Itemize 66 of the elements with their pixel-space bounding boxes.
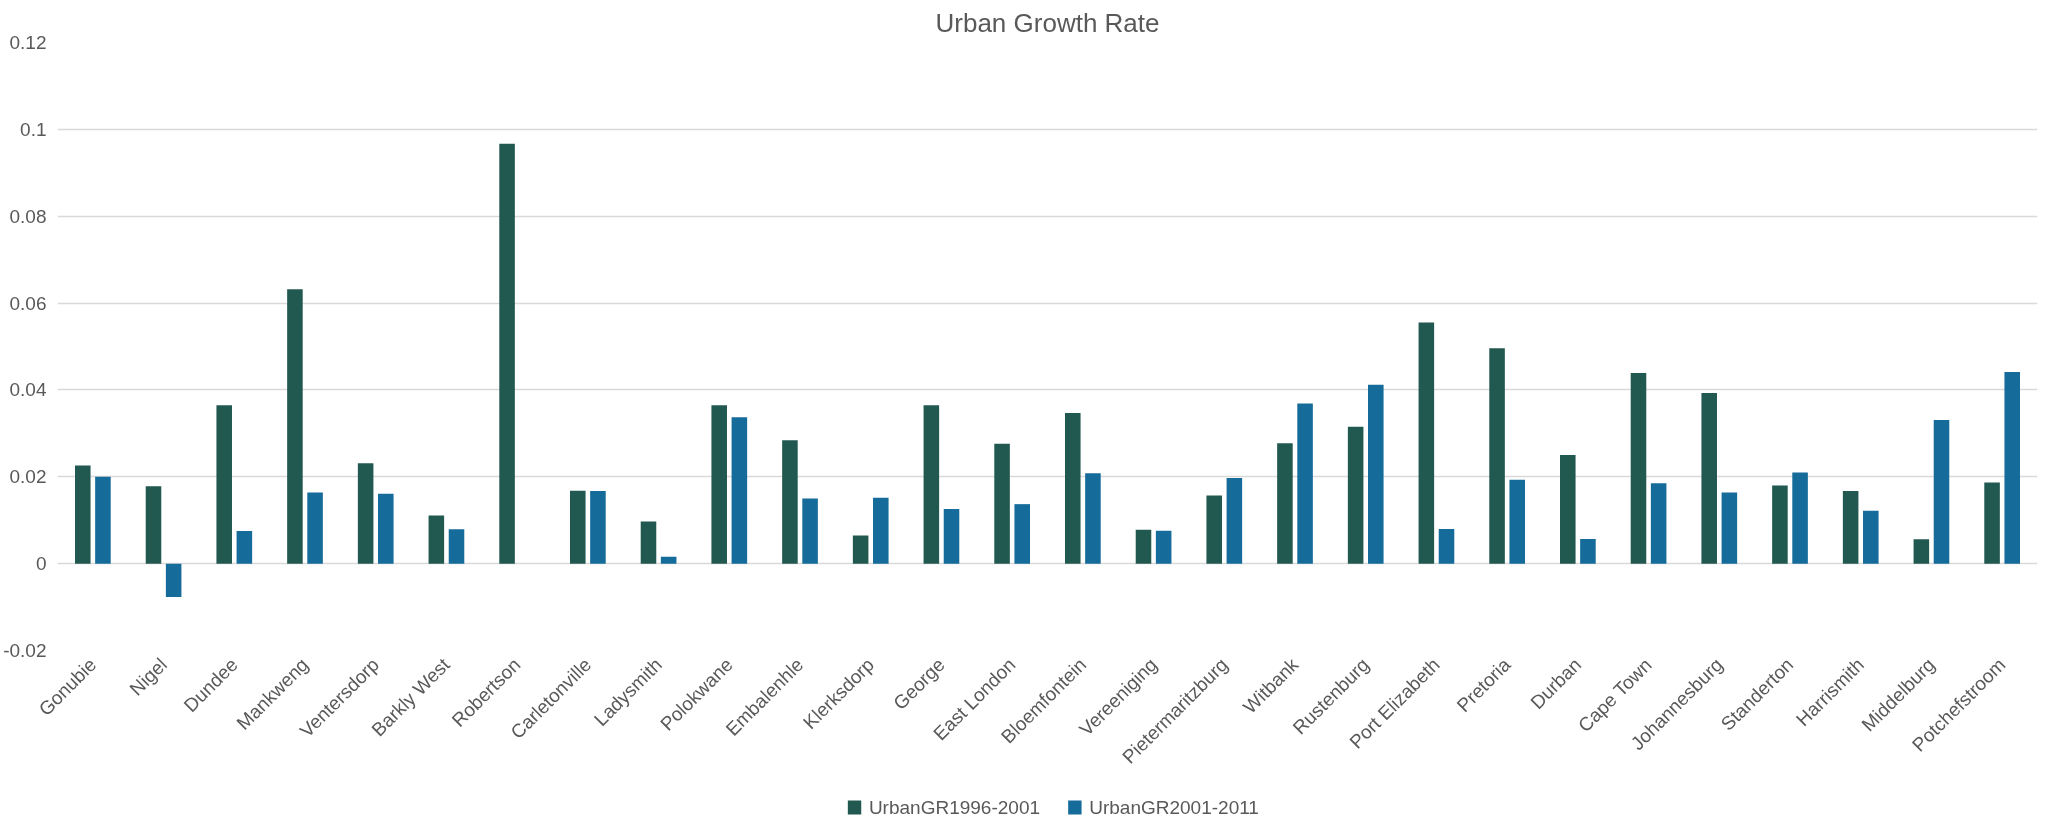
bar xyxy=(357,463,374,564)
bar xyxy=(145,486,162,564)
bar xyxy=(165,563,182,598)
bar xyxy=(943,508,960,564)
bar xyxy=(923,405,940,564)
bar xyxy=(95,476,111,564)
bar xyxy=(1509,479,1525,564)
bar xyxy=(1933,419,1950,564)
bar xyxy=(378,493,394,564)
bar xyxy=(1014,504,1030,564)
bar xyxy=(1135,529,1152,564)
bar xyxy=(994,443,1010,564)
bar xyxy=(1650,483,1667,564)
y-tick-label: 0.06 xyxy=(9,292,47,314)
bar xyxy=(1085,473,1101,564)
bar xyxy=(711,405,727,564)
bar xyxy=(499,143,515,564)
bar xyxy=(1701,392,1717,564)
y-tick-label: 0.08 xyxy=(9,205,47,227)
y-tick-label: 0.04 xyxy=(9,379,47,401)
bar xyxy=(1297,403,1313,564)
legend-label: UrbanGR2001-2011 xyxy=(1089,797,1259,818)
bar xyxy=(731,417,748,564)
y-tick-label: 0.1 xyxy=(20,118,47,140)
bar xyxy=(640,521,657,564)
bar xyxy=(1842,491,1859,564)
bar xyxy=(590,491,606,564)
bar xyxy=(1863,510,1879,564)
bar xyxy=(1418,322,1435,564)
bar xyxy=(75,465,91,564)
bar xyxy=(428,515,445,564)
bar xyxy=(1792,472,1808,564)
bar xyxy=(1277,443,1293,564)
bar xyxy=(1721,492,1738,564)
bar xyxy=(1913,539,1930,564)
legend-label: UrbanGR1996-2001 xyxy=(868,797,1041,818)
bar xyxy=(1772,485,1788,564)
bar xyxy=(1580,538,1596,564)
bar xyxy=(2004,372,2020,564)
bar xyxy=(1630,372,1647,564)
bar xyxy=(1368,384,1384,564)
bar xyxy=(307,492,323,564)
bar xyxy=(802,498,818,564)
y-tick-label: 0 xyxy=(35,553,47,575)
y-tick-label: -0.02 xyxy=(3,640,47,661)
chart-title: Urban Growth Rate xyxy=(935,7,1160,38)
bar xyxy=(660,556,677,564)
bar xyxy=(1155,530,1172,564)
bar xyxy=(448,529,465,564)
bar xyxy=(852,535,869,564)
bar xyxy=(1489,348,1505,564)
bar xyxy=(782,440,798,564)
bar xyxy=(873,497,889,564)
bar xyxy=(1438,528,1455,564)
bar xyxy=(1560,455,1576,564)
bar xyxy=(236,531,253,564)
bar xyxy=(1206,495,1222,564)
bar xyxy=(1065,412,1081,564)
bar xyxy=(1226,478,1243,564)
y-tick-label: 0.12 xyxy=(9,32,47,53)
bar xyxy=(287,289,303,564)
bar xyxy=(570,490,586,564)
bar xyxy=(1347,426,1364,564)
bar xyxy=(1984,482,2000,564)
y-tick-label: 0.02 xyxy=(9,466,47,488)
bar xyxy=(216,405,232,564)
